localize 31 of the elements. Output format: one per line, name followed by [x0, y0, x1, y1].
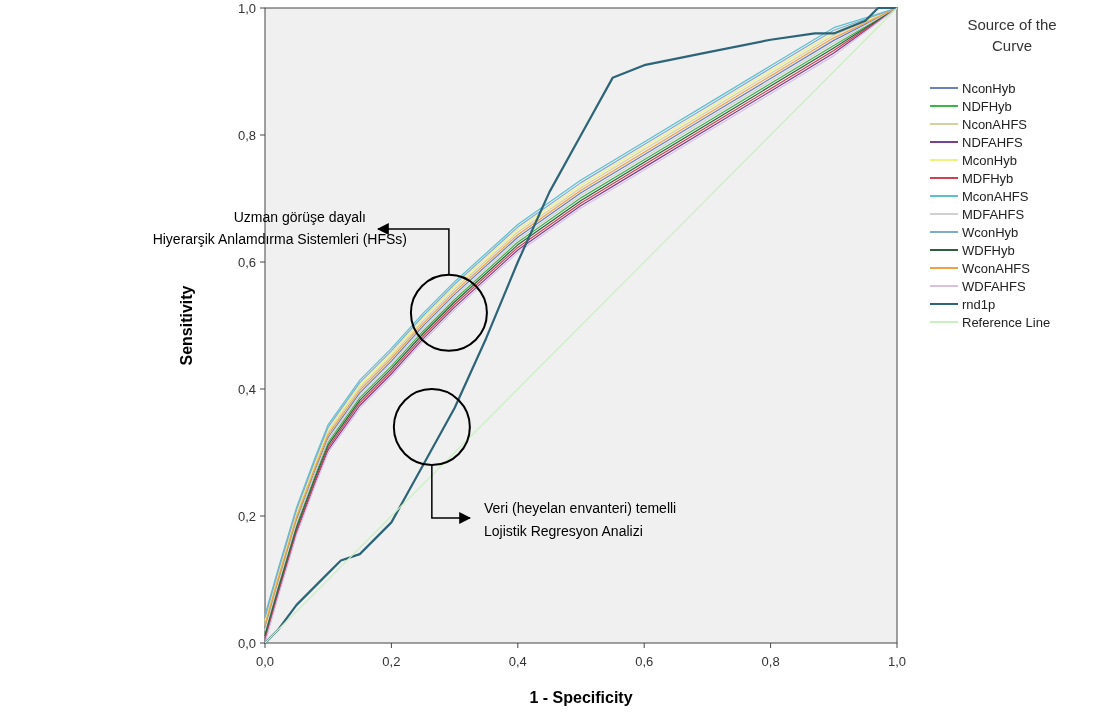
y-tick-label: 1,0: [237, 1, 256, 16]
legend-label: NDFHyb: [962, 99, 1012, 114]
y-tick-label: 0,0: [237, 636, 256, 651]
x-tick-label: 0,4: [508, 654, 527, 669]
annotation: Veri (heyelan envanteri) temelli Lojistik Regresyon Analizi: [484, 500, 677, 539]
annotation: Uzman görüşe dayalı Hiyerarşik Anlamdırma Sistemleri (HFSs): [152, 209, 407, 247]
legend-label: rnd1p: [962, 297, 996, 312]
y-axis-title: Sensitivity: [178, 285, 195, 366]
x-tick-label: 0,8: [761, 654, 780, 669]
legend-label: WDFHyb: [962, 243, 1015, 258]
legend-label: NDFAHFS: [962, 135, 1023, 150]
y-tick-label: 0,4: [237, 382, 256, 397]
legend-label: NconAHFS: [962, 117, 1028, 132]
legend-label: MconAHFS: [962, 189, 1029, 204]
legend-title: Source of the Curve: [967, 16, 1057, 54]
y-tick-label: 0,8: [237, 128, 256, 143]
x-tick-label: 1,0: [887, 654, 907, 669]
legend-label: MDFAHFS: [962, 207, 1025, 222]
legend-label: WconHyb: [962, 225, 1019, 240]
legend-label: NconHyb: [962, 81, 1016, 96]
legend-label: MconHyb: [962, 153, 1017, 168]
x-tick-label: 0,6: [635, 654, 654, 669]
legend-label: WDFAHFS: [962, 279, 1026, 294]
x-tick-label: 0,0: [255, 654, 275, 669]
y-tick-label: 0,6: [237, 255, 256, 270]
legend-label: WconAHFS: [962, 261, 1031, 276]
x-axis-title: 1 - Specificity: [529, 689, 633, 706]
legend-label: Reference Line: [962, 315, 1051, 330]
x-tick-label: 0,2: [382, 654, 401, 669]
y-tick-label: 0,2: [237, 509, 256, 524]
legend-label: MDFHyb: [962, 171, 1014, 186]
